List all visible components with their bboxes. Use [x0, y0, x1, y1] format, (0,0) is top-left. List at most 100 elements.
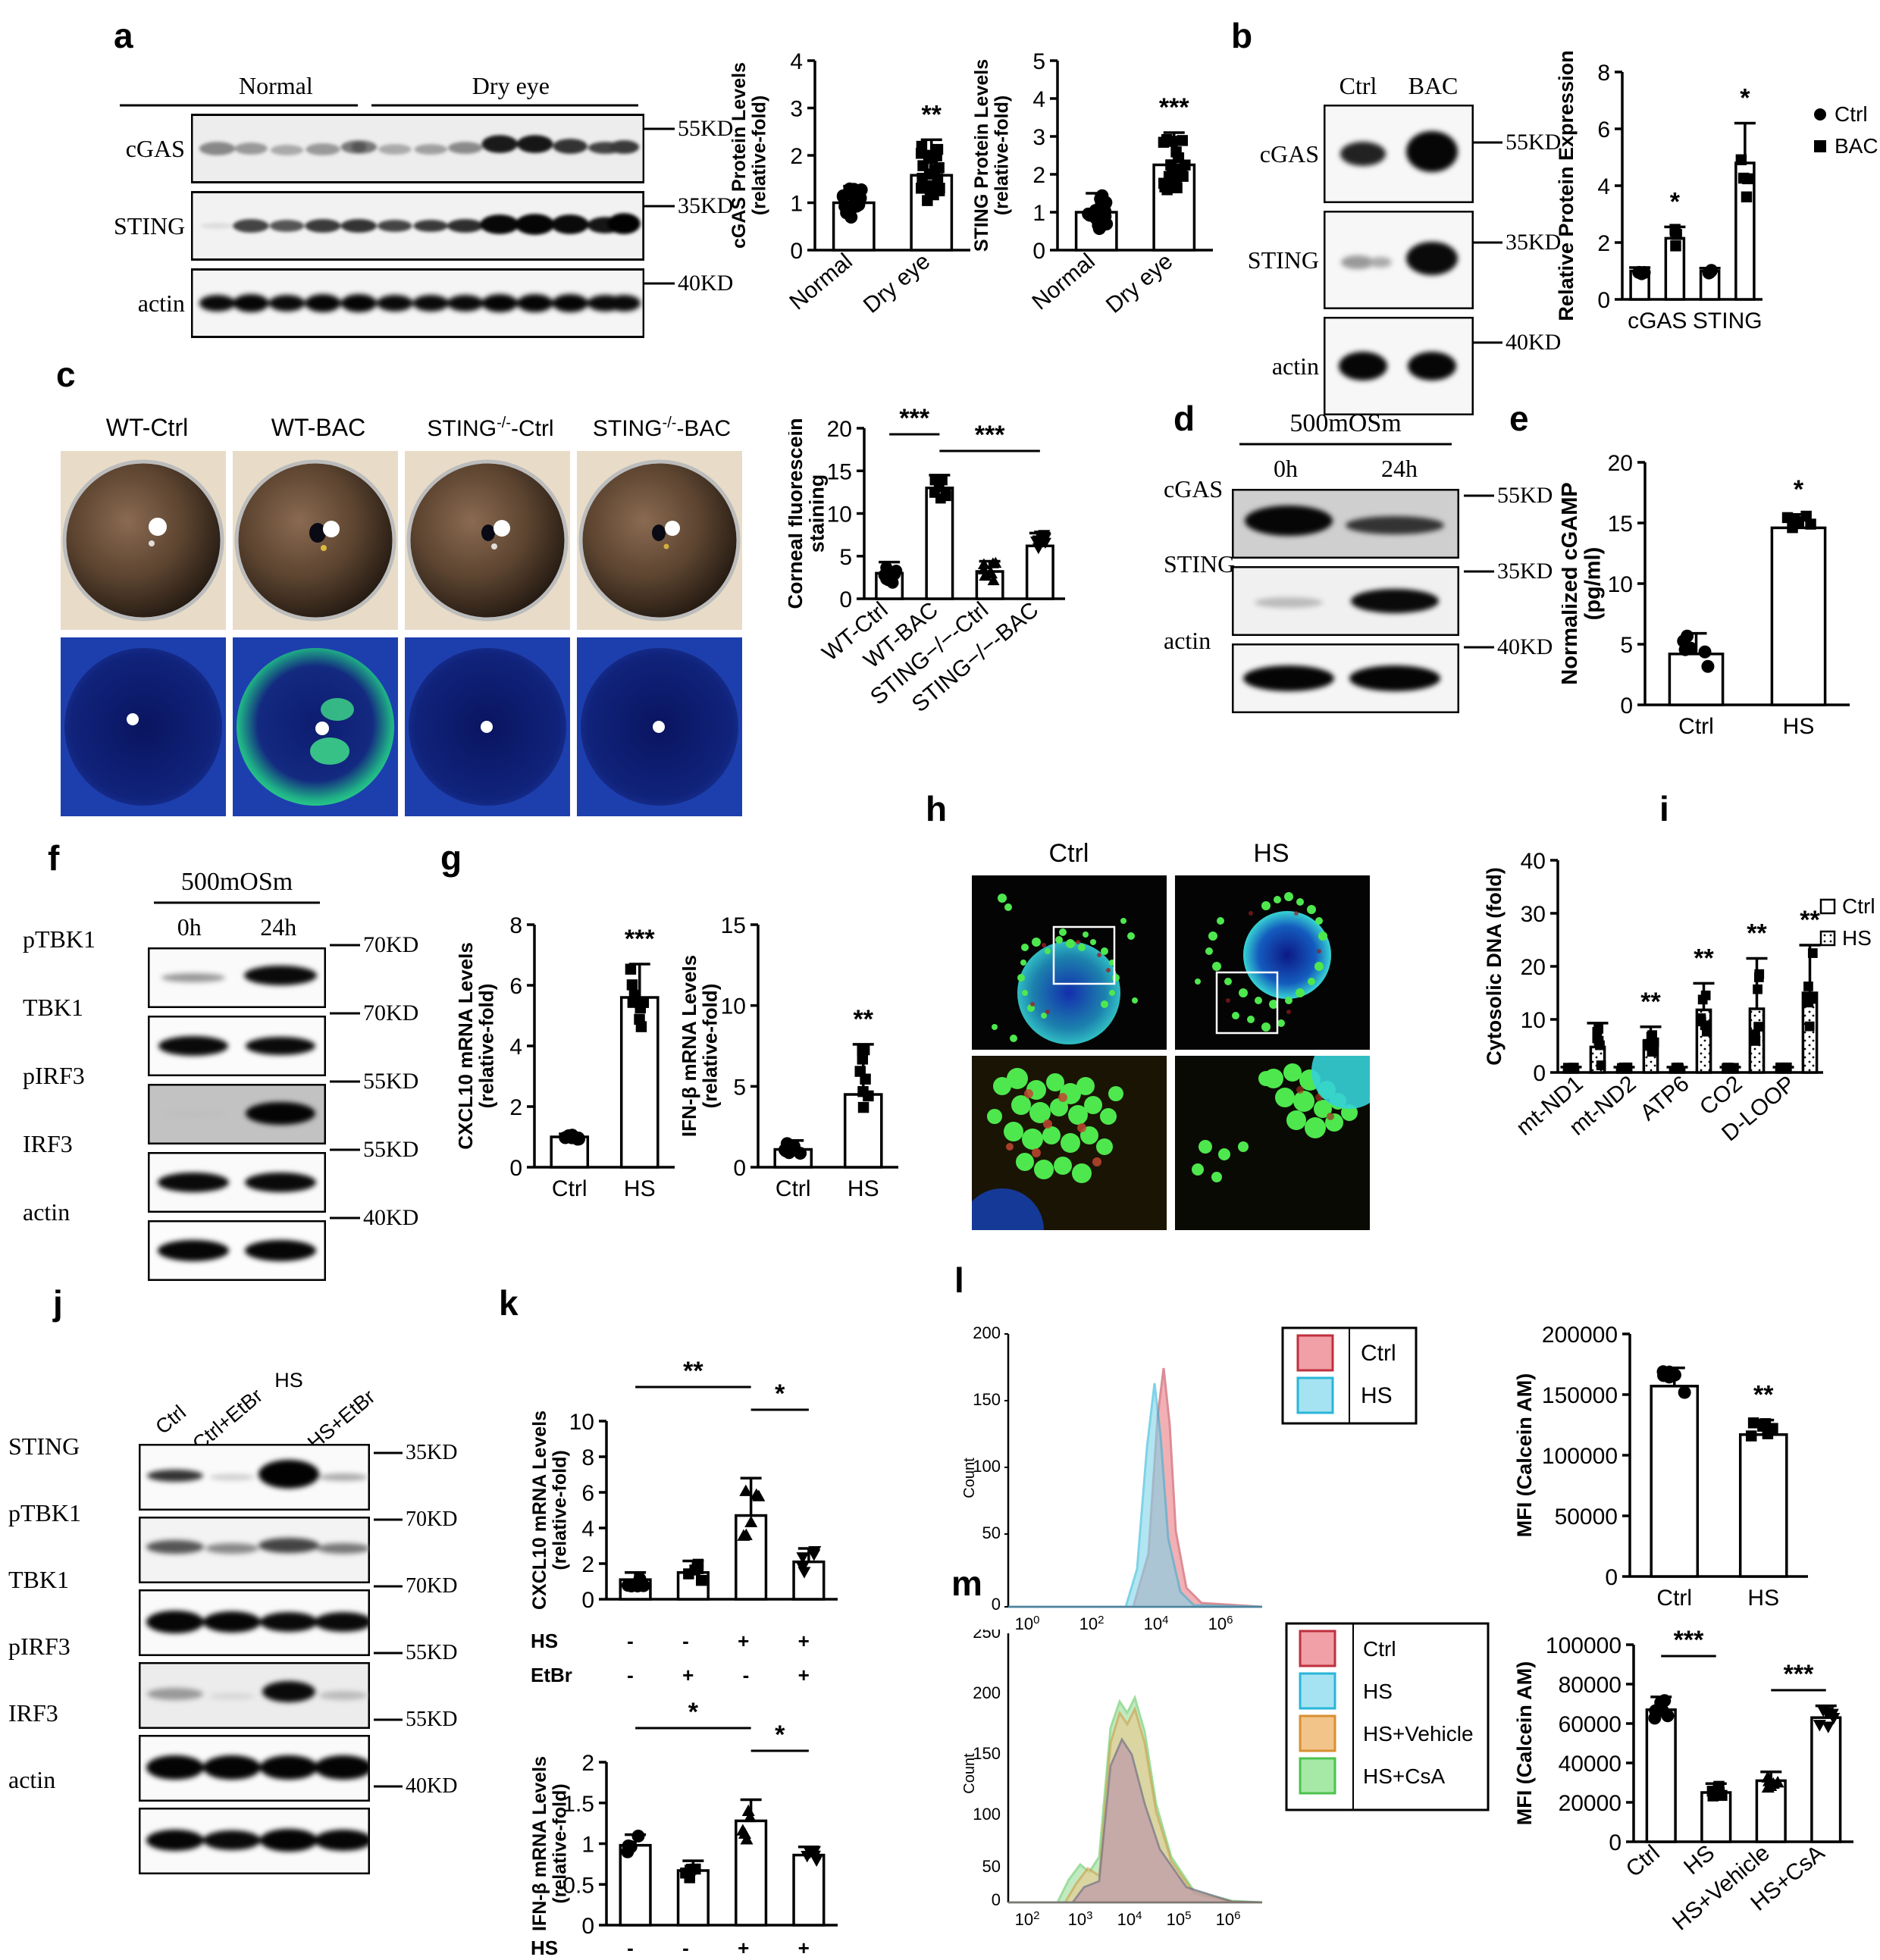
- svg-text:10: 10: [827, 503, 852, 528]
- svg-text:1: 1: [1032, 201, 1045, 226]
- svg-text:0: 0: [733, 1156, 746, 1181]
- svg-text:IFN-β mRNA Levels: IFN-β mRNA Levels: [531, 1756, 550, 1931]
- svg-text:20000: 20000: [1559, 1791, 1622, 1816]
- svg-text:50: 50: [982, 1523, 1001, 1542]
- svg-text:4: 4: [1032, 87, 1045, 112]
- svg-text:**: **: [1640, 988, 1661, 1016]
- svg-text:0: 0: [581, 1588, 594, 1613]
- svg-text:15: 15: [721, 913, 746, 938]
- svg-text:200: 200: [973, 1326, 1001, 1342]
- svg-text:4: 4: [581, 1517, 594, 1542]
- svg-text:(pg/ml): (pg/ml): [1581, 547, 1605, 621]
- svg-text:106: 106: [1216, 1909, 1241, 1930]
- svg-text:CXCL10 mRNA Levels: CXCL10 mRNA Levels: [531, 1411, 550, 1610]
- svg-text:100000: 100000: [1546, 1633, 1622, 1658]
- svg-text:Normalized cGAMP: Normalized cGAMP: [1562, 482, 1582, 685]
- svg-text:50000: 50000: [1555, 1504, 1618, 1529]
- svg-text:ATP6: ATP6: [1636, 1071, 1694, 1126]
- svg-text:HS: HS: [1747, 1586, 1779, 1611]
- svg-text:***: ***: [625, 925, 655, 953]
- svg-text:STING Protein Levels: STING Protein Levels: [974, 59, 992, 252]
- svg-text:100000: 100000: [1542, 1444, 1618, 1469]
- svg-text:HS: HS: [624, 1176, 656, 1201]
- svg-text:5: 5: [733, 1075, 746, 1100]
- svg-text:**: **: [683, 1357, 703, 1385]
- svg-text:80000: 80000: [1559, 1673, 1622, 1698]
- svg-text:Count: Count: [961, 1457, 978, 1498]
- svg-text:10: 10: [569, 1410, 594, 1435]
- svg-text:3: 3: [1032, 125, 1045, 150]
- svg-text:WT-BAC: WT-BAC: [271, 414, 365, 441]
- svg-text:4: 4: [509, 1035, 522, 1060]
- svg-text:2: 2: [1597, 231, 1610, 256]
- svg-text:2: 2: [509, 1095, 522, 1120]
- svg-text:30: 30: [1521, 902, 1546, 927]
- svg-text:***: ***: [899, 404, 929, 433]
- svg-text:WT-Ctrl: WT-Ctrl: [106, 414, 188, 441]
- svg-text:4: 4: [790, 49, 803, 74]
- svg-text:0: 0: [1533, 1061, 1546, 1086]
- svg-text:2: 2: [581, 1552, 594, 1577]
- svg-text:(relative-fold): (relative-fold): [549, 1783, 570, 1903]
- svg-text:6: 6: [509, 974, 522, 999]
- svg-text:(relative-fold): (relative-fold): [549, 1450, 570, 1570]
- svg-text:20: 20: [1521, 955, 1546, 980]
- svg-text:8: 8: [581, 1445, 594, 1470]
- svg-text:***: ***: [1784, 1660, 1814, 1689]
- svg-text:104: 104: [1117, 1909, 1142, 1930]
- svg-text:2: 2: [790, 144, 803, 169]
- svg-text:200: 200: [973, 1683, 1001, 1702]
- svg-text:Ctrl: Ctrl: [1363, 1637, 1396, 1661]
- svg-text:Relative Protein Expression: Relative Protein Expression: [1558, 50, 1578, 321]
- svg-text:150: 150: [973, 1390, 1001, 1409]
- svg-text:HS+CsA: HS+CsA: [1363, 1764, 1445, 1788]
- svg-text:0: 0: [509, 1156, 522, 1181]
- svg-text:**: **: [1694, 944, 1714, 972]
- svg-text:(relative-fold): (relative-fold): [991, 95, 1012, 215]
- svg-text:**: **: [1753, 1381, 1774, 1410]
- svg-text:10: 10: [1608, 572, 1633, 597]
- svg-text:6: 6: [581, 1481, 594, 1506]
- svg-text:Ctrl: Ctrl: [1049, 839, 1089, 868]
- svg-text:STING-/--BAC: STING-/--BAC: [593, 415, 731, 441]
- svg-text:60000: 60000: [1559, 1712, 1622, 1737]
- svg-text:*: *: [775, 1379, 785, 1408]
- svg-text:HS: HS: [1253, 839, 1289, 868]
- svg-text:MFI (Calcein AM): MFI (Calcein AM): [1516, 1661, 1536, 1826]
- svg-text:*: *: [1670, 187, 1681, 216]
- svg-text:Cytosolic DNA (fold): Cytosolic DNA (fold): [1486, 867, 1506, 1065]
- svg-text:*: *: [688, 1698, 699, 1727]
- svg-text:250: 250: [973, 1630, 1001, 1642]
- svg-text:0: 0: [992, 1595, 1001, 1614]
- svg-text:0: 0: [1620, 694, 1633, 719]
- svg-text:HS: HS: [1363, 1680, 1393, 1703]
- svg-text:(relative-fold): (relative-fold): [698, 984, 721, 1109]
- svg-text:***: ***: [975, 421, 1005, 449]
- svg-text:HS: HS: [274, 1369, 303, 1392]
- svg-text:200000: 200000: [1542, 1323, 1618, 1348]
- svg-text:Corneal fluorescein: Corneal fluorescein: [788, 418, 807, 609]
- svg-text:MFI (Calcein AM): MFI (Calcein AM): [1516, 1373, 1536, 1538]
- svg-text:6: 6: [1597, 117, 1610, 142]
- svg-text:1: 1: [790, 192, 803, 217]
- svg-text:150000: 150000: [1542, 1383, 1618, 1408]
- svg-text:STING-/--Ctrl: STING-/--Ctrl: [427, 415, 553, 441]
- svg-text:15: 15: [827, 459, 852, 484]
- svg-text:1: 1: [581, 1833, 594, 1858]
- svg-text:(relative-fold): (relative-fold): [748, 95, 769, 215]
- svg-text:**: **: [1747, 919, 1767, 948]
- svg-text:8: 8: [1597, 61, 1610, 86]
- svg-text:102: 102: [1015, 1909, 1040, 1930]
- svg-text:105: 105: [1167, 1909, 1192, 1930]
- svg-text:Ctrl: Ctrl: [1361, 1341, 1396, 1366]
- svg-text:Dry eye: Dry eye: [859, 249, 935, 318]
- svg-text:4: 4: [1597, 174, 1610, 199]
- svg-text:10: 10: [721, 994, 746, 1019]
- svg-text:2: 2: [1032, 163, 1045, 188]
- svg-text:0: 0: [1605, 1565, 1618, 1590]
- svg-text:40000: 40000: [1559, 1752, 1622, 1777]
- svg-text:Count: Count: [961, 1753, 978, 1794]
- svg-text:15: 15: [1608, 512, 1633, 537]
- svg-text:8: 8: [509, 913, 522, 938]
- svg-text:*: *: [1740, 84, 1750, 113]
